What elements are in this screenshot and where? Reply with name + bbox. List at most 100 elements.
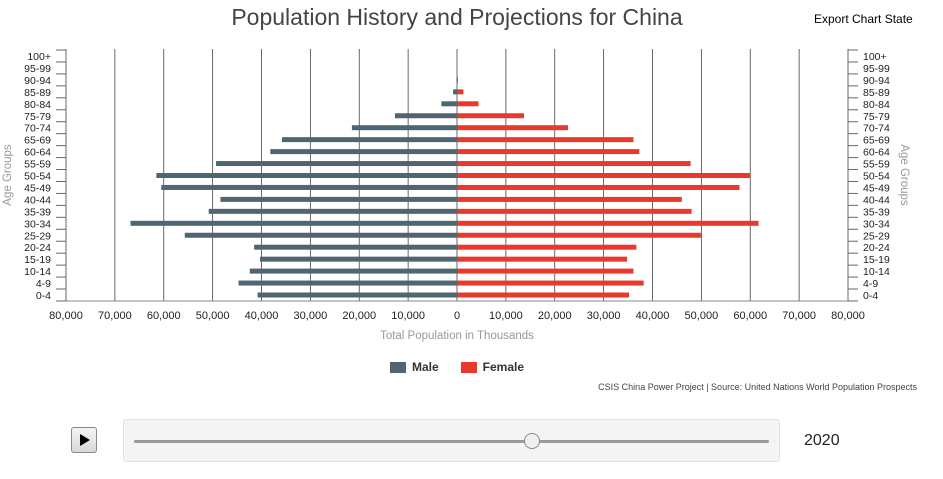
year-slider-thumb[interactable] [524, 433, 541, 449]
legend-item-female[interactable]: Female [460, 360, 525, 374]
bar-female-45-49 [457, 184, 740, 190]
left-category-label: 40-44 [24, 194, 51, 206]
x-tick-label: 10,000 [489, 310, 523, 322]
right-category-label: 30-34 [863, 218, 890, 230]
x-tick-label: 60,000 [147, 310, 181, 322]
x-tick-label: 50,000 [196, 310, 230, 322]
bar-male-70-74 [351, 125, 457, 131]
right-category-label: 4-9 [863, 278, 878, 290]
bar-male-50-54 [156, 173, 457, 178]
x-axis-title: Total Population in Thousands [380, 330, 534, 342]
bar-female-60-64 [457, 149, 640, 155]
bar-male-35-39 [208, 208, 457, 214]
x-tick-label: 50,000 [685, 310, 719, 322]
bar-male-30-34 [130, 220, 457, 226]
legend-item-male[interactable]: Male [389, 360, 439, 374]
right-category-label: 75-79 [863, 111, 890, 123]
chart-source-credit: CSIS China Power Project | Source: Unite… [598, 382, 917, 392]
right-category-label: 20-24 [863, 242, 890, 254]
right-category-label: 0-4 [863, 290, 878, 302]
left-category-label: 30-34 [24, 218, 51, 230]
bar-male-55-59 [216, 161, 457, 167]
legend-swatch-male [389, 361, 406, 373]
x-tick-label: 40,000 [245, 310, 279, 322]
x-tick-label: 70,000 [98, 310, 132, 322]
left-category-label: 45-49 [24, 182, 51, 194]
legend-label-male: Male [411, 360, 439, 374]
left-category-label: 65-69 [24, 135, 51, 147]
x-tick-label: 80,000 [49, 310, 83, 322]
bar-male-4-9 [238, 280, 457, 286]
left-category-label: 100+ [27, 51, 51, 63]
bar-male-75-79 [394, 113, 457, 119]
x-tick-label: 60,000 [733, 310, 767, 322]
bar-female-10-14 [457, 268, 634, 274]
year-slider-panel [123, 419, 780, 462]
right-category-label: 100+ [863, 51, 887, 63]
right-category-label: 45-49 [863, 182, 890, 194]
left-category-label: 55-59 [24, 159, 51, 171]
bar-female-40-44 [457, 196, 682, 202]
bar-female-80-84 [457, 101, 479, 107]
chart-title: Population History and Projections for C… [231, 4, 683, 30]
left-category-label: 15-19 [24, 254, 51, 266]
bar-female-15-19 [457, 256, 628, 262]
bar-male-85-89 [453, 89, 457, 95]
bar-female-25-29 [457, 232, 701, 238]
bar-male-0-4 [257, 292, 457, 298]
x-tick-label: 20,000 [538, 310, 572, 322]
bar-male-80-84 [441, 101, 457, 107]
bar-female-55-59 [457, 161, 691, 167]
x-tick-label: 30,000 [294, 310, 328, 322]
left-category-label: 90-94 [24, 75, 51, 87]
x-tick-label: 70,000 [782, 310, 816, 322]
bar-female-90-94 [457, 77, 458, 83]
right-category-label: 70-74 [863, 123, 890, 135]
export-chart-state-button[interactable]: Export Chart State [814, 12, 913, 26]
bar-female-85-89 [457, 89, 464, 95]
bar-female-50-54 [457, 173, 751, 178]
population-pyramid-chart: 100+95-9990-9485-8980-8475-7970-7465-696… [2, 49, 910, 342]
bar-female-70-74 [457, 125, 568, 131]
bar-male-40-44 [220, 196, 457, 202]
bar-male-45-49 [161, 184, 457, 190]
legend-swatch-female [460, 361, 477, 373]
y-axis-title-left: Age Groups [2, 144, 14, 206]
year-slider-track[interactable] [134, 440, 769, 443]
play-icon [80, 434, 90, 446]
right-category-label: 65-69 [863, 135, 890, 147]
right-category-label: 35-39 [863, 206, 890, 218]
left-category-label: 4-9 [36, 278, 51, 290]
bar-female-35-39 [457, 208, 692, 214]
left-category-label: 10-14 [24, 266, 51, 278]
bar-male-60-64 [270, 149, 457, 155]
play-button[interactable] [71, 427, 97, 453]
left-category-label: 75-79 [24, 111, 51, 123]
bar-male-20-24 [254, 244, 457, 250]
bar-female-65-69 [457, 137, 634, 143]
right-category-label: 10-14 [863, 266, 890, 278]
current-year-label: 2020 [804, 432, 840, 449]
right-category-label: 25-29 [863, 230, 890, 242]
right-category-label: 15-19 [863, 254, 890, 266]
left-category-label: 20-24 [24, 242, 51, 254]
legend-label-female: Female [482, 360, 525, 374]
x-tick-label: 0 [454, 310, 460, 322]
bar-female-4-9 [457, 280, 644, 286]
right-category-label: 60-64 [863, 147, 890, 159]
x-tick-label: 40,000 [636, 310, 670, 322]
bar-male-25-29 [184, 232, 458, 238]
right-category-label: 55-59 [863, 159, 890, 171]
left-category-label: 35-39 [24, 206, 51, 218]
bar-male-65-69 [282, 137, 457, 143]
left-category-label: 85-89 [24, 87, 51, 99]
left-category-label: 80-84 [24, 99, 51, 111]
y-axis-title-right: Age Groups [898, 144, 910, 206]
x-tick-label: 10,000 [391, 310, 425, 322]
right-category-label: 80-84 [863, 99, 890, 111]
bar-female-30-34 [457, 220, 759, 226]
x-tick-label: 20,000 [342, 310, 376, 322]
right-category-label: 40-44 [863, 194, 890, 206]
bar-female-0-4 [457, 292, 630, 298]
left-category-label: 0-4 [36, 290, 51, 302]
